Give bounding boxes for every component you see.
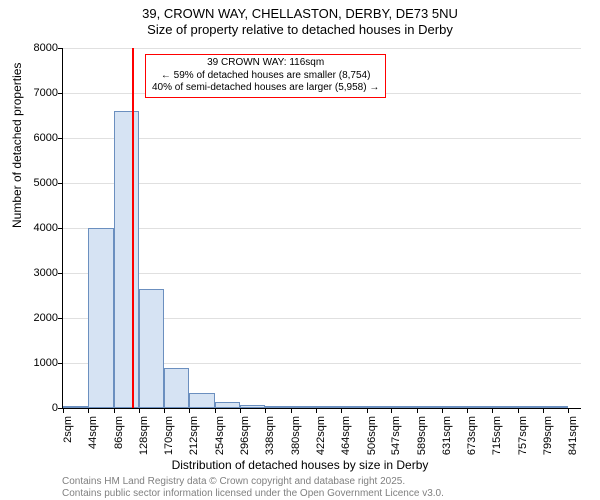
ytick-label: 7000 bbox=[8, 87, 58, 99]
ytick-mark bbox=[58, 228, 63, 229]
histogram-bar bbox=[518, 406, 543, 408]
histogram-bar bbox=[189, 393, 214, 408]
xtick-mark bbox=[341, 408, 342, 413]
histogram-bar bbox=[367, 406, 392, 408]
ytick-label: 3000 bbox=[8, 267, 58, 279]
xtick-mark bbox=[189, 408, 190, 413]
title-line-2: Size of property relative to detached ho… bbox=[0, 22, 600, 38]
xtick-label: 254sqm bbox=[214, 416, 226, 456]
xtick-label: 338sqm bbox=[264, 416, 276, 456]
xtick-label: 506sqm bbox=[366, 416, 378, 456]
histogram-bar bbox=[63, 406, 88, 408]
histogram-bar bbox=[215, 402, 240, 408]
footer-line-1: Contains HM Land Registry data © Crown c… bbox=[62, 476, 444, 488]
xtick-mark bbox=[417, 408, 418, 413]
xtick-label: 715sqm bbox=[491, 416, 503, 456]
ytick-label: 4000 bbox=[8, 222, 58, 234]
xtick-label: 757sqm bbox=[517, 416, 529, 456]
ytick-mark bbox=[58, 138, 63, 139]
gridline bbox=[63, 138, 581, 139]
ytick-label: 1000 bbox=[8, 357, 58, 369]
xtick-label: 128sqm bbox=[138, 416, 150, 456]
histogram-bar bbox=[543, 406, 568, 408]
xtick-label: 380sqm bbox=[290, 416, 302, 456]
property-marker-line bbox=[132, 48, 134, 408]
histogram-bar bbox=[139, 289, 164, 408]
xtick-label: 170sqm bbox=[163, 416, 175, 456]
histogram-bar bbox=[114, 111, 139, 408]
xtick-mark bbox=[518, 408, 519, 413]
xtick-mark bbox=[139, 408, 140, 413]
xtick-mark bbox=[164, 408, 165, 413]
xtick-label: 2sqm bbox=[62, 416, 74, 456]
title-line-1: 39, CROWN WAY, CHELLASTON, DERBY, DE73 5… bbox=[0, 6, 600, 22]
histogram-bar bbox=[265, 406, 290, 408]
xtick-label: 422sqm bbox=[315, 416, 327, 456]
xtick-label: 212sqm bbox=[188, 416, 200, 456]
ytick-mark bbox=[58, 363, 63, 364]
xtick-mark bbox=[291, 408, 292, 413]
xtick-mark bbox=[467, 408, 468, 413]
xtick-mark bbox=[568, 408, 569, 413]
xtick-mark bbox=[240, 408, 241, 413]
ytick-mark bbox=[58, 318, 63, 319]
xtick-mark bbox=[367, 408, 368, 413]
plot-area: 39 CROWN WAY: 116sqm← 59% of detached ho… bbox=[62, 48, 581, 409]
xtick-mark bbox=[316, 408, 317, 413]
xtick-label: 464sqm bbox=[340, 416, 352, 456]
annotation-box: 39 CROWN WAY: 116sqm← 59% of detached ho… bbox=[145, 54, 386, 98]
xtick-mark bbox=[442, 408, 443, 413]
xtick-mark bbox=[543, 408, 544, 413]
gridline bbox=[63, 273, 581, 274]
xtick-mark bbox=[215, 408, 216, 413]
xtick-mark bbox=[492, 408, 493, 413]
histogram-bar bbox=[467, 406, 492, 408]
xtick-label: 44sqm bbox=[87, 416, 99, 456]
xtick-label: 86sqm bbox=[113, 416, 125, 456]
histogram-bar bbox=[391, 406, 416, 408]
xtick-label: 631sqm bbox=[441, 416, 453, 456]
annotation-line: 39 CROWN WAY: 116sqm bbox=[152, 57, 379, 70]
annotation-line: ← 59% of detached houses are smaller (8,… bbox=[152, 70, 379, 83]
gridline bbox=[63, 48, 581, 49]
histogram-bar bbox=[316, 406, 341, 408]
ytick-mark bbox=[58, 183, 63, 184]
xtick-mark bbox=[265, 408, 266, 413]
ytick-mark bbox=[58, 93, 63, 94]
xtick-label: 296sqm bbox=[239, 416, 251, 456]
xtick-label: 589sqm bbox=[416, 416, 428, 456]
gridline bbox=[63, 183, 581, 184]
x-axis-label: Distribution of detached houses by size … bbox=[0, 458, 600, 472]
xtick-label: 799sqm bbox=[542, 416, 554, 456]
histogram-bar bbox=[88, 228, 113, 408]
ytick-label: 8000 bbox=[8, 42, 58, 54]
footer-line-2: Contains public sector information licen… bbox=[62, 488, 444, 500]
footer-attribution: Contains HM Land Registry data © Crown c… bbox=[62, 476, 444, 499]
ytick-label: 6000 bbox=[8, 132, 58, 144]
xtick-mark bbox=[63, 408, 64, 413]
histogram-bar bbox=[492, 406, 517, 408]
histogram-bar bbox=[442, 406, 467, 408]
ytick-label: 5000 bbox=[8, 177, 58, 189]
ytick-mark bbox=[58, 273, 63, 274]
ytick-mark bbox=[58, 48, 63, 49]
histogram-bar bbox=[417, 406, 442, 408]
histogram-bar bbox=[240, 405, 265, 408]
ytick-label: 2000 bbox=[8, 312, 58, 324]
xtick-mark bbox=[88, 408, 89, 413]
xtick-label: 673sqm bbox=[466, 416, 478, 456]
annotation-line: 40% of semi-detached houses are larger (… bbox=[152, 82, 379, 95]
xtick-mark bbox=[114, 408, 115, 413]
chart-title: 39, CROWN WAY, CHELLASTON, DERBY, DE73 5… bbox=[0, 0, 600, 37]
histogram-bar bbox=[164, 368, 189, 409]
xtick-mark bbox=[391, 408, 392, 413]
gridline bbox=[63, 228, 581, 229]
xtick-label: 841sqm bbox=[567, 416, 579, 456]
histogram-bar bbox=[291, 406, 316, 408]
histogram-bar bbox=[341, 406, 366, 408]
ytick-label: 0 bbox=[8, 402, 58, 414]
xtick-label: 547sqm bbox=[390, 416, 402, 456]
